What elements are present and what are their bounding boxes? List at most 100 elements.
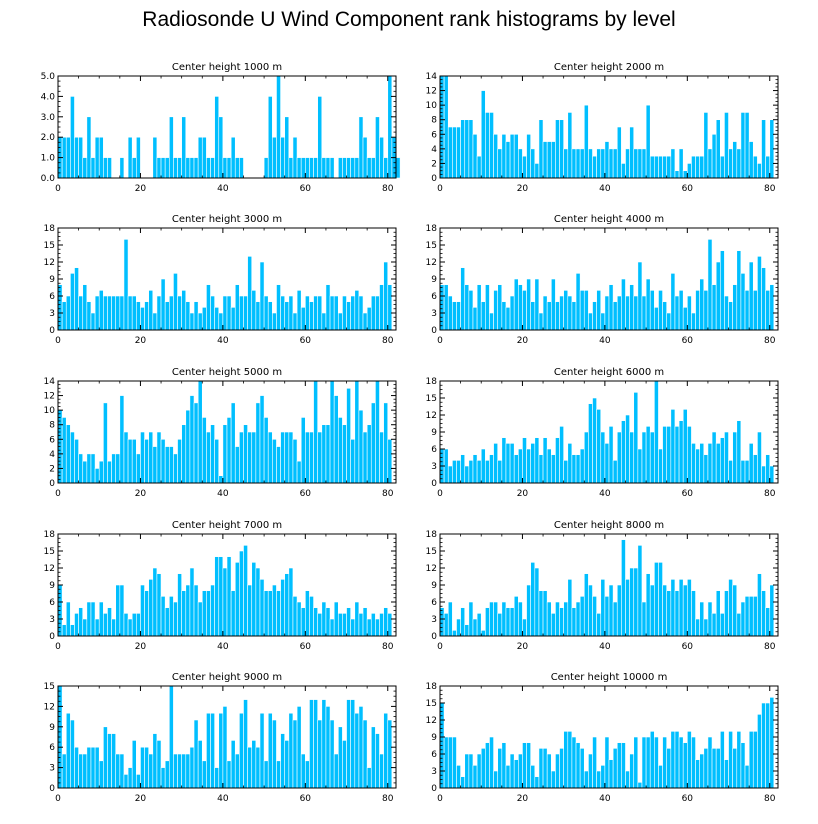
bar [218,116,224,179]
bar [210,424,215,484]
bar [612,460,618,484]
y-tick-label: 14 [44,377,56,387]
bar [239,550,244,637]
bar [687,163,692,179]
bar [728,579,733,637]
panel-6: Center height 6000 m 0 3 6 9 12 15 18 0 20 40 60 80 [426,367,779,499]
bar [724,112,729,179]
bar [263,157,269,179]
bar [201,136,207,179]
y-tick-label: 0 [49,479,55,489]
bar [505,307,511,331]
bar [305,590,310,637]
bar [65,424,71,484]
bar [272,136,277,179]
bar [596,409,602,484]
bar [164,760,170,789]
bar [588,148,593,179]
bar [616,126,622,179]
bar [189,746,195,789]
bar [98,290,104,331]
bar [259,579,265,637]
bar [193,402,199,484]
bar [288,567,294,637]
bar [177,573,182,637]
bar [358,613,364,637]
bar [86,601,92,637]
bar [761,119,766,179]
bar [612,601,618,637]
bar [645,278,651,331]
bar [662,155,668,179]
bar [456,301,461,331]
figure-title: Radiosonde U Wind Component rank histogr… [142,8,676,31]
bar [567,295,573,331]
bar [616,431,622,484]
bar [526,584,531,637]
bar [197,740,203,789]
x-tick-label: 60 [682,336,694,346]
bar [218,712,224,789]
bar [379,613,384,637]
bar [98,136,104,179]
bar [263,760,269,789]
bar [497,284,503,331]
x-tick-label: 40 [599,184,611,194]
bar [555,301,560,331]
bar [243,699,248,789]
bar [588,584,593,637]
bar [222,295,228,331]
bar [276,75,281,179]
bar [559,748,564,789]
bar [550,613,556,637]
bar [480,448,486,484]
bar [724,759,729,789]
x-tick-label: 20 [517,642,529,652]
bar [280,431,286,484]
bar [321,699,327,789]
y-tick-label: 3.0 [41,113,56,123]
bar [616,584,622,637]
bar [715,590,721,637]
bar [637,261,643,331]
bar [501,601,507,637]
bar [765,155,771,179]
y-tick-label: 18 [44,530,56,540]
bar [168,116,174,179]
bar [629,126,635,179]
bar [493,133,499,179]
bar [131,438,137,484]
bar [333,395,339,484]
bar [534,567,540,637]
bar [567,579,573,637]
y-tick-label: 6 [49,598,55,608]
bar [177,295,182,331]
bar [546,753,552,789]
bar [337,417,343,484]
bar [375,733,380,789]
bar [505,607,511,637]
bar [362,719,368,789]
y-tick-label: 0 [49,326,55,336]
bar [115,753,121,789]
bar [103,726,108,789]
bar [247,256,253,331]
bar [82,618,88,637]
bar [637,448,643,484]
y-tick-label: 12 [44,564,55,574]
bar [201,417,207,484]
bar [513,596,519,637]
bar [65,601,71,637]
bar [337,726,343,789]
bar [757,431,762,484]
bar [358,706,364,789]
bar [472,618,478,637]
bar [251,290,257,331]
bar [744,460,750,484]
bar [468,290,474,331]
bar [724,431,729,484]
bar [127,295,133,331]
bar [625,414,630,484]
bar [156,431,162,484]
bar [346,699,351,789]
